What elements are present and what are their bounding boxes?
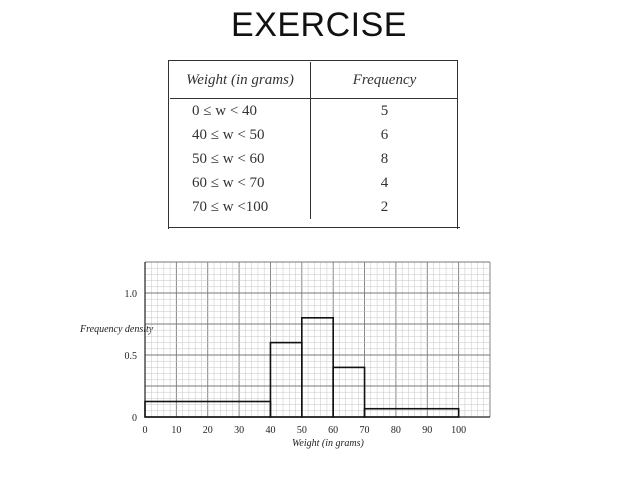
x-tick-label: 70 [360,425,370,436]
interval-cell: 50 ≤ w < 60 [170,147,311,171]
y-tick-label: 1.0 [125,289,138,300]
x-tick-label: 40 [265,425,275,436]
tick-labels: 0 10 20 30 40 50 60 70 80 90 100 0 0.5 1.0 [125,289,467,436]
histogram-bars [144,317,460,418]
table-row: 60 ≤ w < 70 4 [170,171,458,195]
x-tick-label: 30 [234,425,244,436]
frequency-cell: 2 [380,198,389,215]
frequency-cell: 8 [380,150,389,167]
x-tick-label: 10 [171,425,181,436]
header-weight: Weight (in grams) [170,62,311,99]
y-tick-label: 0 [132,413,137,424]
frequency-cell: 6 [380,126,389,143]
interval-cell: 60 ≤ w < 70 [170,171,311,195]
table-bottom-rule [168,227,460,228]
frequency-table: Weight (in grams) Frequency 0 ≤ w < 40 5… [170,62,458,219]
x-tick-label: 60 [328,425,338,436]
x-tick-label: 0 [143,425,148,436]
histogram-bar [363,407,460,418]
table-row: 0 ≤ w < 40 5 [170,98,458,123]
x-tick-label: 80 [391,425,401,436]
x-axis-label: Weight (in grams) [292,438,364,449]
x-tick-label: 50 [297,425,307,436]
table-row: 70 ≤ w <100 2 [170,195,458,219]
y-tick-label: 0.5 [125,351,138,362]
x-tick-label: 100 [451,425,466,436]
table-row: 50 ≤ w < 60 8 [170,147,458,171]
table-row: 40 ≤ w < 50 6 [170,123,458,147]
grid [144,261,491,418]
table-header-row: Weight (in grams) Frequency [170,62,458,99]
header-frequency: Frequency [310,62,458,99]
histogram-chart: 0 10 20 30 40 50 60 70 80 90 100 0 0.5 1.0 [125,261,491,436]
frequency-cell: 5 [380,102,389,119]
x-tick-label: 20 [203,425,213,436]
interval-cell: 40 ≤ w < 50 [170,123,311,147]
y-axis-label: Frequency density [80,324,154,335]
interval-cell: 0 ≤ w < 40 [170,98,311,123]
frequency-cell: 4 [380,174,389,191]
x-tick-label: 90 [422,425,432,436]
histogram-bar [332,366,366,418]
interval-cell: 70 ≤ w <100 [170,195,311,219]
table-frame [168,60,458,229]
slide-title: EXERCISE [231,6,407,44]
